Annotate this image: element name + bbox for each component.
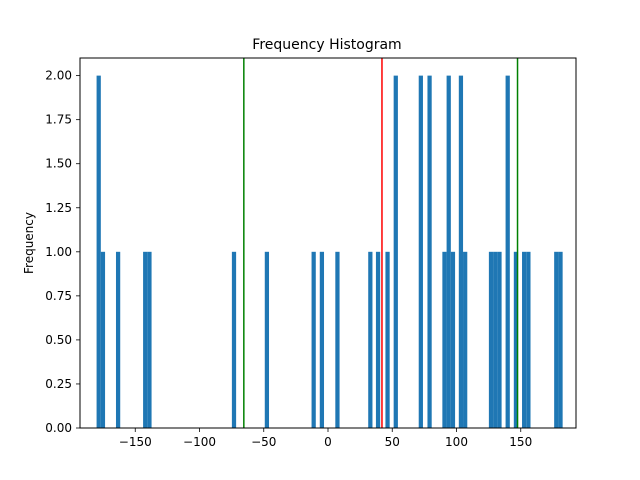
histogram-bar [450, 251, 456, 428]
histogram-bar [96, 75, 101, 429]
x-tick-label: 50 [385, 435, 400, 449]
histogram-bar [418, 75, 423, 429]
histogram-bar [427, 75, 432, 429]
x-axis: −150 −100 −50 0 50 100 150 [119, 428, 532, 449]
histogram-bar [335, 251, 340, 428]
x-tick-label: −100 [183, 435, 216, 449]
histogram-bar [488, 251, 494, 428]
histogram-bar [311, 251, 316, 428]
y-tick-label: 1.75 [45, 113, 72, 127]
histogram-bar [147, 251, 152, 428]
y-tick-label: 0.00 [45, 421, 72, 435]
y-tick-label: 2.00 [45, 69, 72, 83]
y-tick-label: 1.25 [45, 201, 72, 215]
x-tick-label: −50 [251, 435, 276, 449]
histogram-bar [497, 251, 502, 428]
y-tick-label: 0.50 [45, 333, 72, 347]
x-tick-label: 0 [324, 435, 332, 449]
histogram-bar [319, 251, 325, 428]
histogram-bar [442, 251, 447, 428]
histogram-bar [522, 251, 527, 428]
reference-lines [243, 58, 519, 428]
histogram-bar [513, 251, 519, 428]
x-tick-label: −150 [119, 435, 152, 449]
y-tick-label: 1.50 [45, 157, 72, 171]
histogram-bar [446, 75, 451, 429]
histogram-bar [368, 251, 373, 428]
histogram-bar [505, 75, 510, 429]
y-tick-label: 0.25 [45, 377, 72, 391]
histogram-bar [231, 251, 237, 428]
histogram-bar [143, 251, 148, 428]
y-tick-label: 0.75 [45, 289, 72, 303]
histogram-bar [493, 251, 498, 428]
histogram-bar [526, 251, 531, 428]
chart-title: Frequency Histogram [252, 37, 401, 53]
x-tick-label: 100 [445, 435, 468, 449]
histogram-bar [375, 251, 381, 428]
histogram-bar [100, 251, 106, 428]
histogram-bar [393, 75, 398, 429]
histogram-bar [115, 251, 121, 428]
histogram-bars [96, 75, 563, 429]
y-axis-label: Frequency [22, 212, 36, 274]
histogram-bar [264, 251, 270, 428]
histogram-bar [458, 75, 464, 429]
histogram-bar [463, 251, 468, 428]
y-axis: 0.00 0.25 0.50 0.75 1.00 1.25 1.50 1.75 2.00 [45, 69, 80, 435]
histogram-bar [554, 251, 559, 428]
histogram-bar [558, 251, 563, 428]
y-tick-label: 1.00 [45, 245, 72, 259]
x-tick-label: 150 [509, 435, 532, 449]
histogram-bar [385, 251, 390, 428]
